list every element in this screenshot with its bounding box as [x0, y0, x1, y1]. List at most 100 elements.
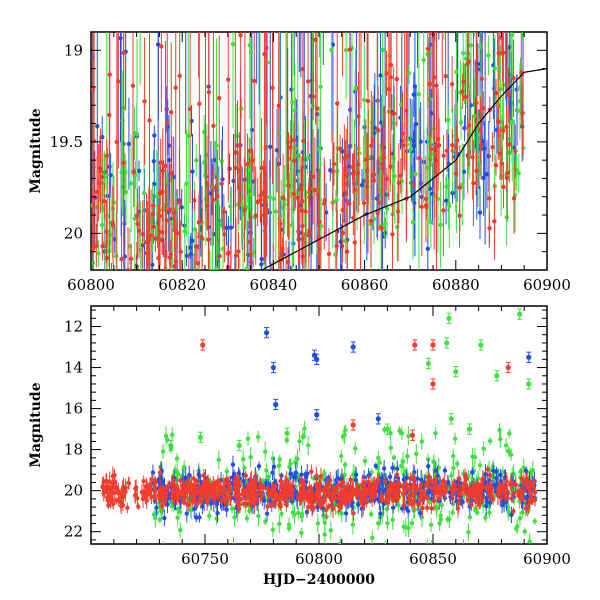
y-tick-label: 20: [64, 224, 83, 242]
data-point-green: [343, 238, 348, 244]
data-point-red: [383, 498, 389, 504]
data-point-blue: [299, 472, 304, 477]
data-point-red: [205, 203, 210, 208]
data-point-red: [361, 480, 367, 485]
data-point-red: [243, 473, 249, 478]
data-point-green: [177, 509, 183, 515]
data-point-green: [244, 266, 250, 270]
top-y-axis-label: Magnitude: [28, 108, 44, 193]
data-point-red: [311, 0, 315, 2]
data-point-red: [499, 161, 505, 166]
data-point-red: [460, 89, 465, 94]
data-point-red: [461, 79, 466, 84]
data-point-red: [104, 153, 109, 158]
data-point-green: [455, 461, 460, 467]
data-point-green: [481, 446, 486, 451]
data-point-blue: [442, 468, 448, 473]
data-point-red: [250, 158, 255, 163]
data-point-blue: [302, 20, 306, 24]
data-point-red: [407, 7, 411, 11]
data-point-red: [259, 493, 265, 499]
data-point-red: [160, 230, 165, 235]
data-point-red: [217, 95, 222, 101]
data-point-blue: [209, 300, 213, 304]
data-point-green: [239, 202, 244, 207]
data-point-green: [318, 84, 323, 89]
data-point-red: [247, 148, 252, 154]
data-point-red: [355, 487, 360, 492]
data-point-red: [379, 162, 385, 167]
data-point-red: [491, 497, 496, 502]
data-point-green: [382, 221, 387, 227]
x-tick-label: 60880: [432, 276, 480, 294]
data-point-red: [104, 255, 110, 261]
data-point-green: [421, 57, 426, 63]
data-point-red: [205, 477, 210, 482]
data-point-red: [382, 479, 388, 484]
data-point-red: [433, 477, 439, 482]
data-point-red: [417, 155, 422, 161]
data-point-green: [132, 216, 137, 221]
data-point-green: [380, 47, 385, 53]
data-point-red: [153, 236, 158, 241]
data-point-green: [279, 511, 284, 516]
data-point-green: [334, 197, 339, 203]
data-point-red: [453, 171, 459, 176]
data-point-green: [232, 515, 237, 520]
data-point-red: [308, 493, 314, 498]
data-point-green: [369, 120, 375, 125]
data-point-red: [96, 180, 101, 185]
data-point-red: [425, 46, 431, 51]
data-point-blue: [495, 25, 499, 29]
data-point-red: [187, 106, 193, 112]
data-point-red: [407, 486, 412, 491]
data-point-red: [165, 483, 171, 489]
data-point-red: [211, 123, 216, 129]
data-point-blue: [254, 13, 258, 17]
data-point-blue: [372, 125, 378, 131]
data-point-green: [339, 453, 344, 459]
data-point-green: [467, 514, 473, 520]
data-point-green: [487, 438, 493, 444]
data-point-green: [507, 431, 512, 436]
data-point-red: [434, 83, 439, 88]
data-point-red: [386, 87, 392, 92]
data-point-green: [447, 203, 452, 209]
data-point-red: [252, 501, 257, 507]
data-point-green: [284, 438, 289, 443]
data-point-green: [419, 439, 425, 444]
data-point-red: [157, 213, 163, 219]
data-point-red: [233, 150, 238, 155]
data-point-red: [112, 490, 117, 496]
data-point-blue: [129, 282, 133, 286]
data-point-blue: [461, 169, 467, 175]
data-point-blue: [521, 7, 525, 11]
data-point-green: [266, 474, 272, 479]
data-point-red: [532, 489, 538, 495]
data-point-red: [511, 196, 517, 201]
data-point-red: [319, 287, 323, 291]
data-point-red: [217, 253, 222, 259]
data-point-blue: [470, 470, 475, 475]
data-point-blue: [315, 291, 319, 295]
data-point-green: [447, 517, 452, 522]
data-point-green: [162, 543, 164, 544]
data-point-green: [466, 530, 471, 535]
data-point-red: [134, 213, 140, 218]
data-point-red: [338, 490, 343, 496]
data-point-red: [148, 233, 154, 238]
data-point-red: [219, 181, 224, 186]
data-point-red: [110, 481, 115, 486]
data-point-red: [244, 492, 250, 497]
data-point-green: [214, 266, 219, 270]
data-point-red: [100, 243, 105, 249]
data-point-blue: [494, 469, 499, 474]
data-point-green: [322, 471, 327, 476]
data-point-blue: [412, 84, 418, 89]
data-point-red: [191, 476, 196, 481]
data-point-blue: [264, 511, 270, 516]
data-point-green: [157, 517, 163, 522]
data-point-red: [450, 142, 455, 148]
data-point-blue: [166, 157, 172, 163]
